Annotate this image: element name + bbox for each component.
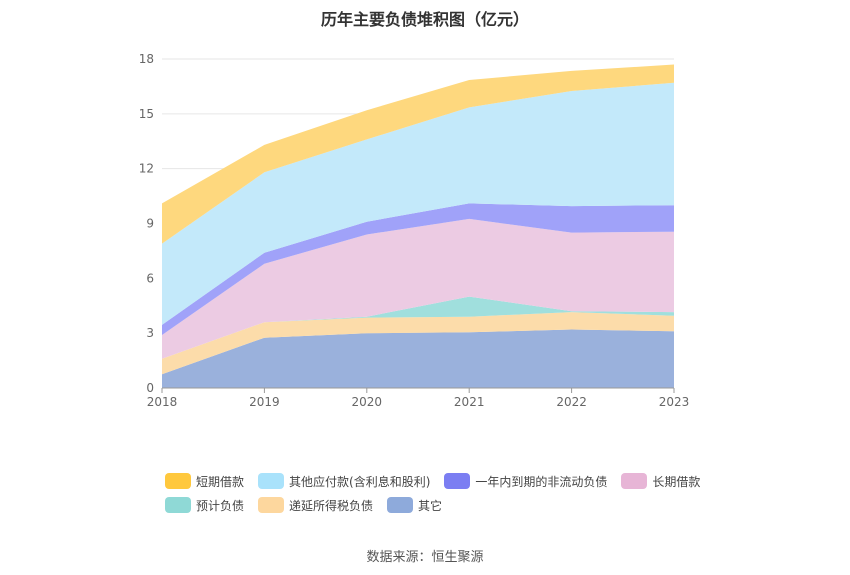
legend-item[interactable]: 其它 [387,496,442,514]
x-tick-label: 2021 [454,395,485,409]
legend-item[interactable]: 预计负债 [165,496,244,514]
legend-swatch [165,497,191,513]
y-tick-label: 18 [139,52,154,66]
y-tick-label: 3 [146,326,154,340]
legend-label: 短期借款 [196,474,245,489]
area-预计负债 [162,296,674,359]
legend-swatch [165,473,191,489]
x-tick-label: 2018 [147,395,178,409]
y-tick-label: 15 [139,107,154,121]
area-series [162,64,674,388]
area-递延所得税负债 [162,312,674,375]
legend-label: 预计负债 [196,498,245,513]
legend-label: 其他应付款(含利息和股利) [289,474,431,489]
legend-item[interactable]: 短期借款 [165,472,244,490]
y-tick-label: 6 [146,271,154,285]
legend-item[interactable]: 其他应付款(含利息和股利) [258,472,430,490]
stacked-area-chart: 0 3 6 9 12 15 18 2018 2019 2020 2021 2022 2023 [139,52,690,409]
legend: 短期借款 其他应付款(含利息和股利) 一年内到期的非流动负债 长期借款预计负债 递延所得… [165,472,725,514]
x-tick-label: 2022 [556,395,587,409]
legend-swatch [258,473,285,489]
legend-swatch [387,497,414,513]
x-tick-label: 2023 [659,395,690,409]
x-tick-label: 2020 [352,395,383,409]
legend-swatch [621,473,648,489]
legend-item[interactable]: 长期借款 [621,472,700,490]
legend-item[interactable]: 一年内到期的非流动负债 [444,472,607,490]
area-其他应付款(含利息和股利) [162,82,674,325]
legend-label: 其它 [418,498,443,513]
data-source: 数据来源：恒生聚源 [366,550,484,565]
area-短期借款 [162,64,674,244]
legend-swatch [258,497,285,513]
legend-label: 递延所得税负债 [289,498,374,513]
area-长期借款 [162,218,674,359]
y-tick-label: 9 [146,217,154,231]
y-tick-label: 12 [139,162,154,176]
legend-label: 长期借款 [652,474,701,489]
legend-swatch [444,473,471,489]
x-tick-label: 2019 [249,395,280,409]
y-tick-label: 0 [146,381,154,395]
axes: 0 3 6 9 12 15 18 2018 2019 2020 2021 2022 2023 [139,52,690,409]
legend-item[interactable]: 递延所得税负债 [258,496,373,514]
area-一年内到期的非流动负债 [162,203,674,335]
legend-label: 一年内到期的非流动负债 [475,474,608,489]
chart-title: 历年主要负债堆积图（亿元） [320,10,529,29]
area-其它 [162,329,674,388]
